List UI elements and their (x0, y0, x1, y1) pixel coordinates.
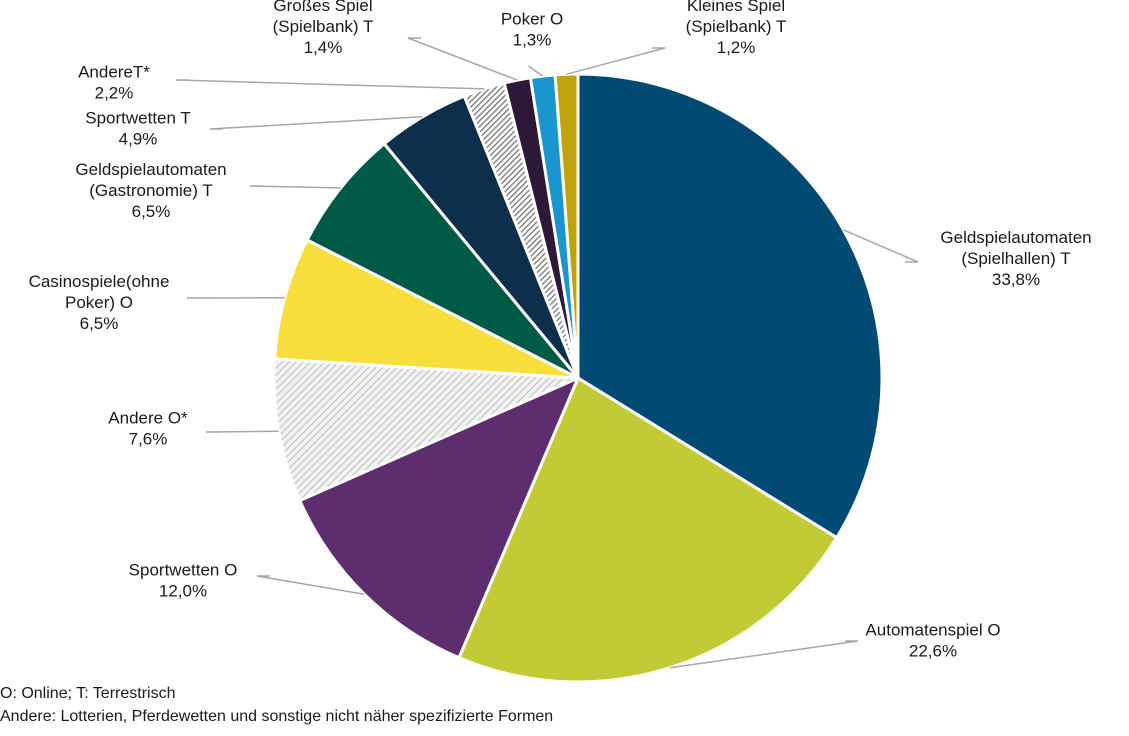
slice-name-label: Automatenspiel O (865, 621, 1000, 640)
slice-value-label: 6,5% (80, 314, 119, 333)
slice-name-label: (Spielhallen) T (961, 249, 1070, 268)
slice-label: Sportwetten O 12,0% (129, 561, 238, 601)
leader-line (256, 575, 365, 596)
slice-name-label: Casinospiele(ohne (29, 272, 170, 291)
slice-value-label: 1,3% (513, 31, 552, 50)
slice-value-label: 7,6% (129, 430, 168, 449)
leader-line (843, 229, 919, 263)
slice-label: Poker O 1,3% (501, 10, 563, 50)
leader-line (528, 65, 544, 77)
slice-label: Geldspielautomaten (Gastronomie) T 6,5% (75, 160, 226, 221)
pie-chart: Geldspielautomaten (Spielhallen) T 33,8% Au… (29, 0, 1092, 684)
slice-name-label: Sportwetten O (129, 561, 238, 580)
slice-name-label: AndereT* (78, 63, 150, 82)
slice-name-label: (Gastronomie) T (89, 181, 212, 200)
leader-line (566, 47, 666, 75)
slice-name-label: Poker) O (65, 293, 133, 312)
pie-slice (576, 72, 884, 540)
slice-label: Andere O* 7,6% (108, 409, 188, 449)
leader-line (209, 116, 423, 130)
slice-name-label: Geldspielautomaten (940, 228, 1091, 247)
slice-label: Großes Spiel (Spielbank) T 1,4% (273, 0, 374, 57)
slice-value-label: 6,5% (132, 202, 171, 221)
slice-name-label: Sportwetten T (85, 109, 191, 128)
slice-name-label: Andere O* (108, 409, 188, 428)
slice-name-label: (Spielbank) T (686, 17, 787, 36)
pie-slice (273, 238, 580, 380)
pie-slices (272, 72, 884, 684)
leader-line (407, 37, 518, 81)
slice-label: Kleines Spiel (Spielbank) T 1,2% (686, 0, 787, 57)
footnote-andere-definition: Andere: Lotterien, Pferdewetten und sons… (0, 708, 554, 725)
leader-line (175, 79, 485, 90)
slice-value-label: 33,8% (992, 270, 1040, 289)
pie-slice (305, 142, 580, 380)
slice-label: Casinospiele(ohne Poker) O 6,5% (29, 272, 170, 333)
slice-value-label: 12,0% (159, 582, 207, 601)
slice-value-label: 4,9% (119, 130, 158, 149)
slice-value-label: 1,2% (717, 38, 756, 57)
slice-name-label: Poker O (501, 10, 563, 29)
slice-label: AndereT* 2,2% (78, 63, 150, 103)
slice-label: Automatenspiel O 22,6% (865, 621, 1000, 661)
leader-line (249, 185, 341, 189)
slice-name-label: (Spielbank) T (273, 17, 374, 36)
footnote-legend-abbrev: O: Online; T: Terrestrisch (0, 685, 176, 702)
slice-label: Sportwetten T 4,9% (85, 109, 191, 149)
leader-lines (175, 37, 919, 669)
slice-label: Geldspielautomaten (Spielhallen) T 33,8% (940, 228, 1091, 289)
leader-line (669, 640, 859, 669)
leader-line (205, 430, 279, 433)
slice-value-label: 22,6% (909, 642, 957, 661)
slice-name-label: Großes Spiel (273, 0, 372, 15)
slice-name-label: Geldspielautomaten (75, 160, 226, 179)
slice-value-label: 2,2% (95, 84, 134, 103)
slice-name-label: Kleines Spiel (687, 0, 785, 15)
slice-labels: Geldspielautomaten (Spielhallen) T 33,8% Au… (29, 0, 1092, 661)
slice-value-label: 1,4% (304, 38, 343, 57)
